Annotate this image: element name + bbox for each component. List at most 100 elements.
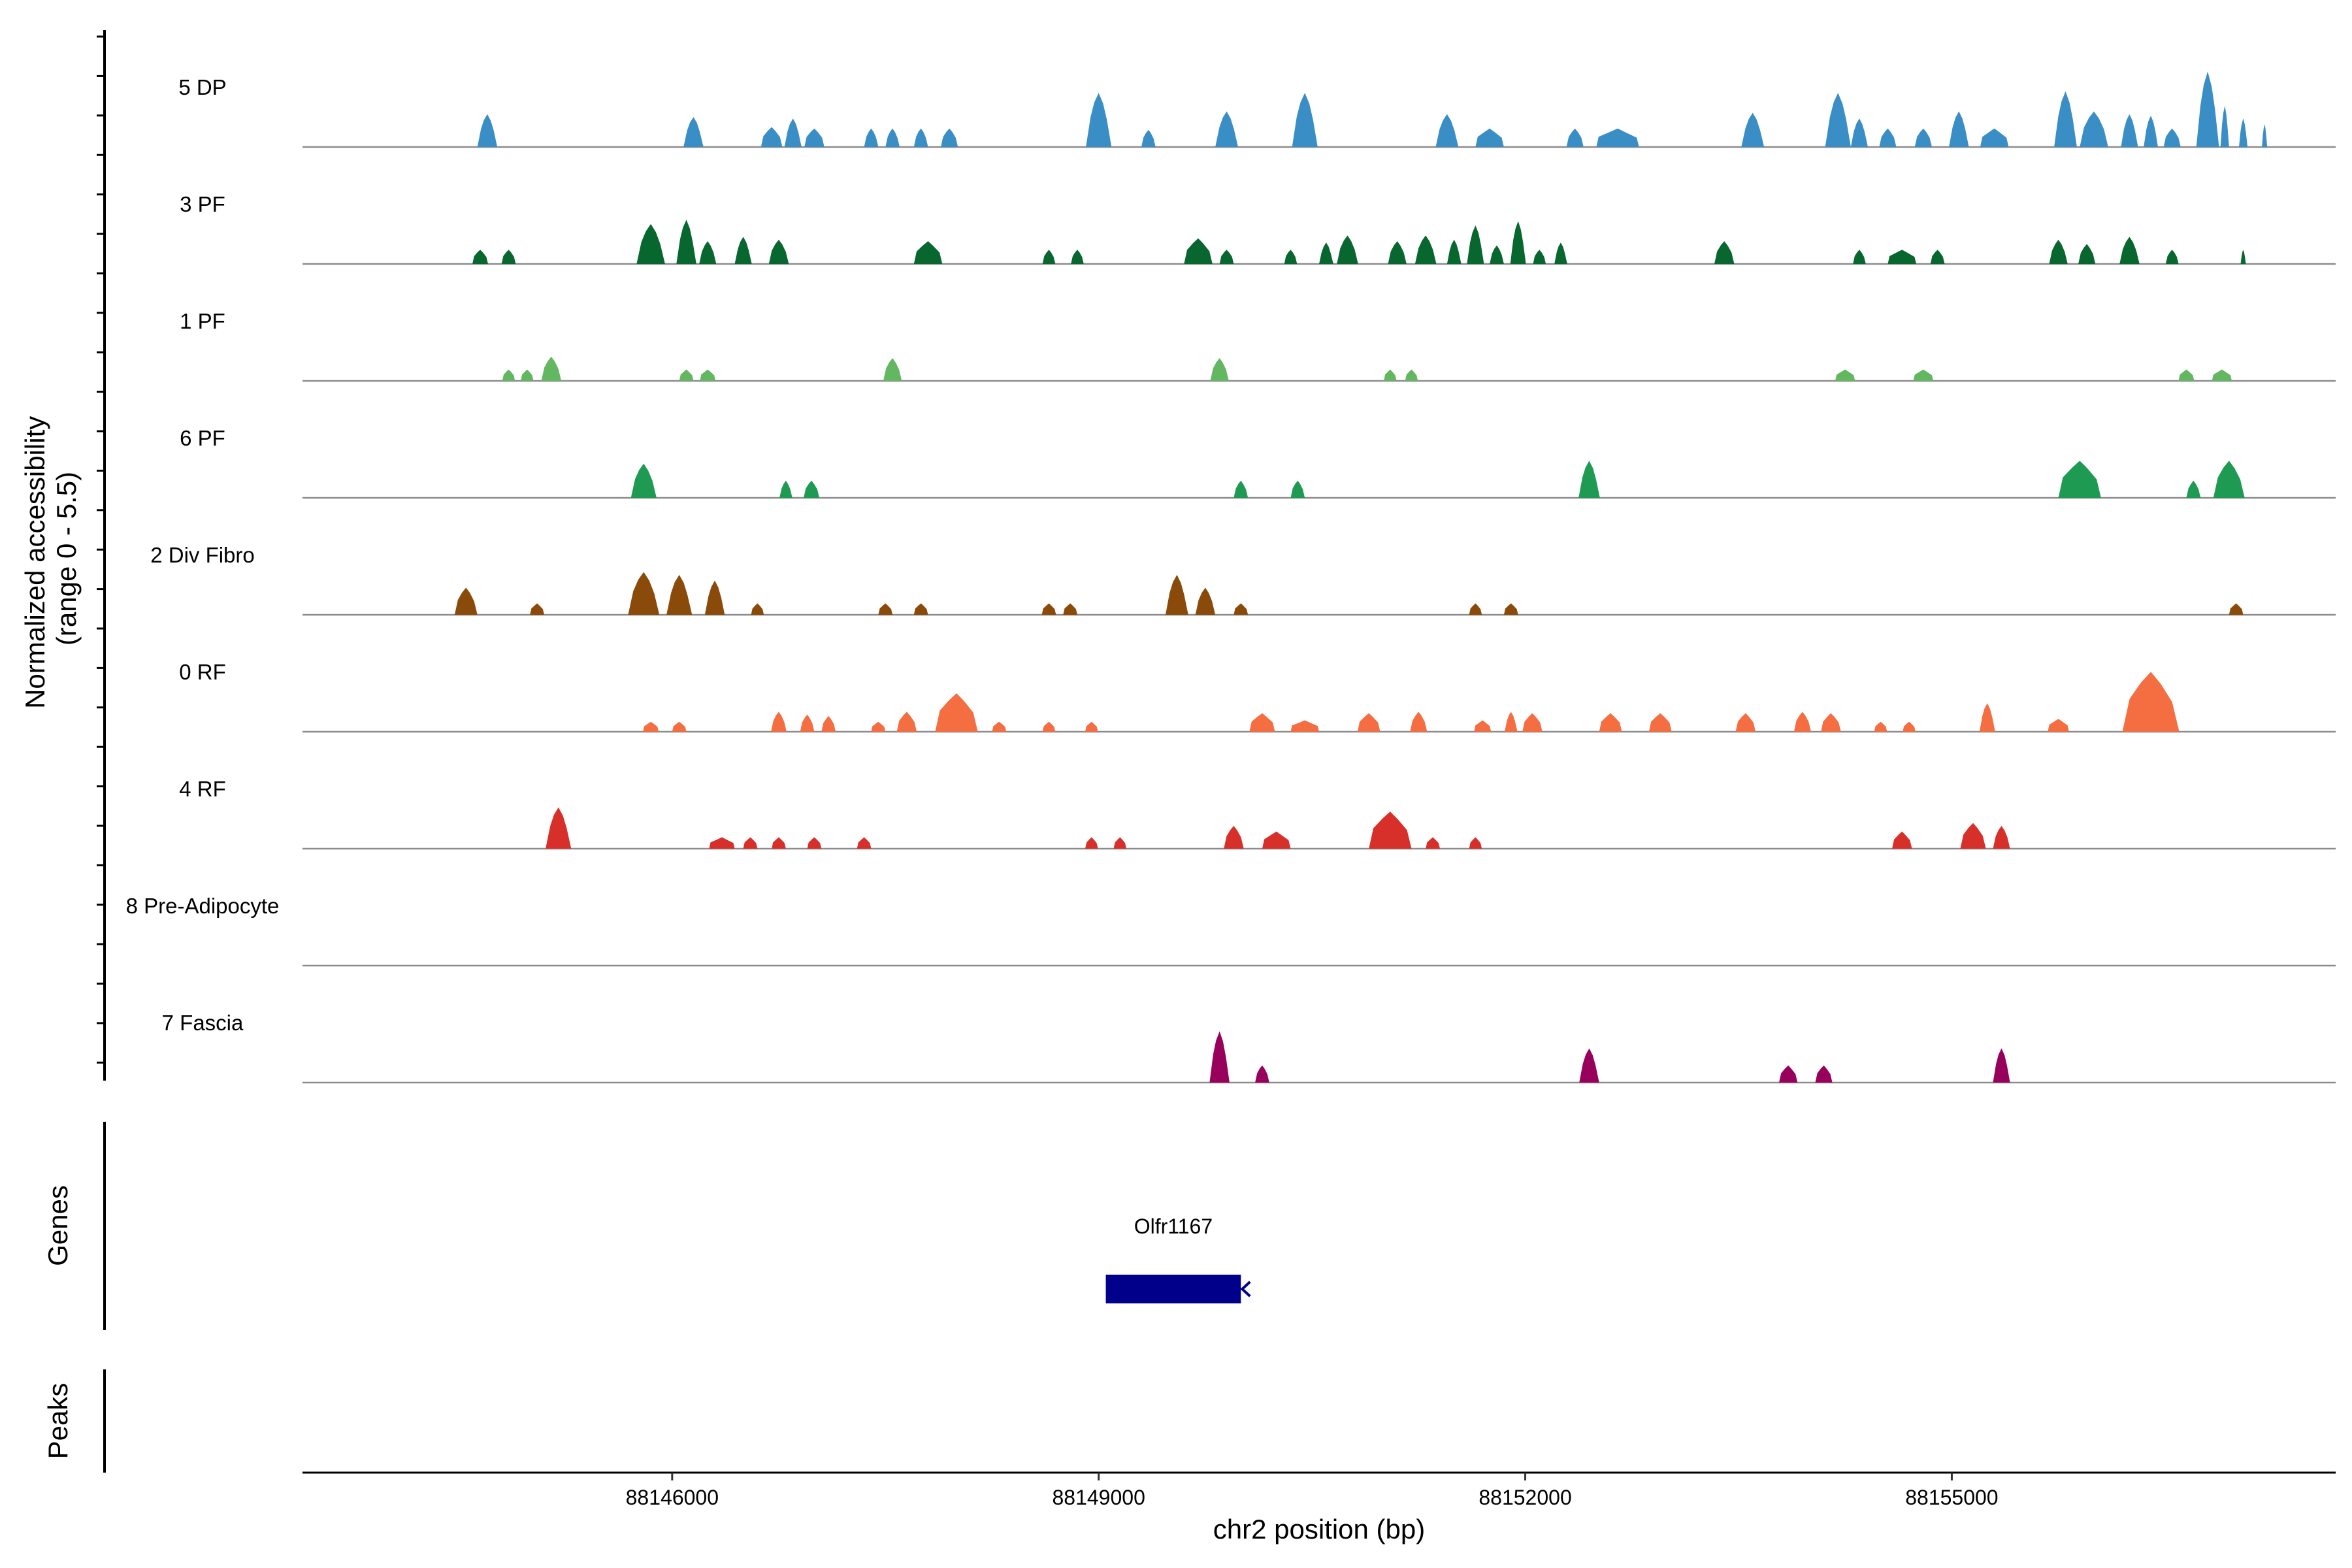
coverage-peak	[628, 572, 660, 615]
coverage-peak	[1262, 831, 1291, 849]
coverage-peak	[1714, 241, 1735, 264]
coverage-peak	[992, 721, 1007, 732]
coverage-peak	[672, 721, 687, 732]
coverage-peak	[1815, 1065, 1833, 1083]
coverage-peak	[2048, 719, 2069, 732]
coverage-peak	[1979, 703, 1995, 732]
y-axis-title-line1: Normalized accessibility	[20, 416, 50, 709]
coverage-peak	[636, 223, 665, 264]
coverage-peak	[1467, 225, 1484, 264]
gene-body	[1105, 1275, 1241, 1303]
coverage-peak	[878, 603, 893, 615]
coverage-peak	[1255, 1065, 1269, 1083]
coverage-peak	[913, 603, 928, 615]
x-tick-label: 88155000	[1905, 1486, 1998, 1509]
x-axis-title: chr2 position (bp)	[1213, 1514, 1426, 1544]
coverage-peak	[1579, 1048, 1599, 1083]
coverage-peak	[1930, 250, 1945, 264]
coverage-peak	[1510, 221, 1526, 264]
coverage-peak	[1284, 250, 1298, 264]
coverage-peak	[2163, 128, 2181, 147]
coverage-peak	[804, 480, 820, 498]
coverage-peak	[1292, 93, 1318, 147]
coverage-peak	[1233, 603, 1249, 615]
coverage-peak	[683, 117, 704, 147]
genes-track: Olfr1167	[1105, 1215, 1251, 1303]
coverage-peak	[2122, 672, 2180, 732]
coverage-peak	[1793, 711, 1811, 732]
coverage-peak	[1735, 713, 1756, 732]
coverage-peak	[2049, 239, 2068, 264]
coverage-peak	[1357, 713, 1380, 732]
coverage-peak	[704, 580, 725, 615]
coverage-peak	[1410, 711, 1428, 732]
coverage-peak	[1566, 128, 1584, 147]
coverage-peak	[871, 721, 886, 732]
coverage-peak	[1063, 603, 1077, 615]
coverage-peak	[501, 250, 516, 264]
coverage-peak	[2196, 71, 2219, 147]
coverage-peak	[530, 603, 544, 615]
coverage-peak	[1850, 118, 1868, 147]
coverage-peak	[1469, 837, 1482, 849]
track-7-fascia: 7 Fascia	[162, 1011, 2336, 1084]
coverage-peak	[807, 837, 822, 849]
coverage-peak	[857, 837, 872, 849]
coverage-peak	[1825, 93, 1851, 147]
coverage-peak	[679, 369, 694, 381]
coverage-peak	[896, 711, 917, 732]
coverage-peak	[1233, 480, 1249, 498]
coverage-peak	[521, 369, 534, 381]
coverage-peak	[700, 369, 716, 381]
gene-strand-arrow	[1240, 1281, 1251, 1298]
coverage-peak	[2054, 91, 2077, 147]
coverage-peak	[913, 128, 928, 147]
coverage-peak	[1426, 837, 1440, 849]
coverage-peak	[1522, 713, 1543, 732]
coverage-peak	[1903, 721, 1916, 732]
coverage-peak	[1290, 720, 1319, 732]
coverage-peak	[1835, 369, 1855, 381]
coverage-peak	[709, 837, 735, 849]
coverage-peak	[1141, 129, 1156, 147]
coverage-peak	[751, 603, 764, 615]
coverage-peak	[1980, 128, 2009, 147]
coverage-peak	[1113, 837, 1127, 849]
coverage-peak	[541, 356, 562, 381]
coverage-peak	[768, 239, 789, 264]
coverage-peak	[2078, 244, 2096, 264]
track-label: 5 DP	[178, 75, 226, 99]
coverage-peak	[2213, 461, 2245, 498]
coverage-peak	[1184, 238, 1213, 264]
coverage-peak	[772, 837, 786, 849]
coverage-peak	[1490, 245, 1504, 264]
track-5-dp: 5 DP	[178, 71, 2336, 148]
coverage-peak	[760, 127, 783, 147]
coverage-peak	[885, 128, 900, 147]
coverage-peak	[779, 480, 792, 498]
coverage-peak	[1993, 826, 2010, 849]
coverage-peak	[1224, 826, 1244, 849]
track-label: 1 PF	[180, 309, 225, 333]
coverage-peak	[1913, 369, 1934, 381]
coverage-peak	[676, 220, 696, 264]
coverage-peak	[1779, 1065, 1798, 1083]
coverage-peak	[1042, 250, 1056, 264]
track-label: 7 Fascia	[162, 1011, 244, 1035]
coverage-peak	[1414, 235, 1437, 264]
coverage-peak	[472, 250, 488, 264]
coverage-peak	[1209, 1031, 1230, 1083]
coverage-peak	[2165, 250, 2179, 264]
coverage-peak	[1533, 250, 1546, 264]
coverage-peak	[1195, 587, 1216, 615]
coverage-peak	[784, 118, 802, 147]
coverage-peak	[1319, 242, 1333, 264]
coverage-peak	[1879, 128, 1897, 147]
gene-label: Olfr1167	[1134, 1215, 1213, 1238]
coverage-peak	[935, 693, 978, 732]
track-label: 3 PF	[180, 192, 225, 216]
coverage-peak	[1853, 250, 1866, 264]
coverage-peak	[546, 807, 572, 849]
coverage-peak	[1388, 241, 1407, 264]
